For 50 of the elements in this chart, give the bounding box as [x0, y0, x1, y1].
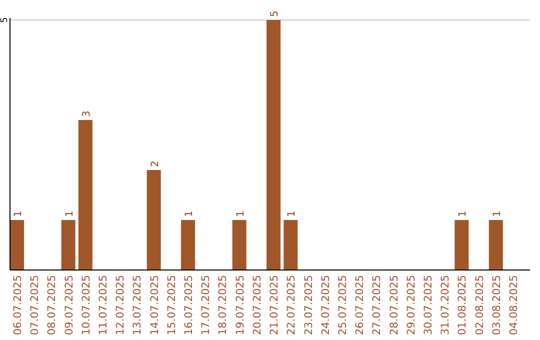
x-tick-label: 07.07.2025: [29, 275, 42, 336]
x-tick-label: 22.07.2025: [286, 275, 298, 336]
x-tick-label: 25.07.2025: [336, 275, 349, 336]
x-tick-label: 17.07.2025: [200, 275, 212, 336]
bar: [284, 220, 298, 270]
x-tick-label: 31.07.2025: [440, 275, 452, 336]
data-label: 1: [235, 210, 246, 217]
bar: [10, 220, 24, 270]
bar: [232, 220, 246, 270]
data-label: 1: [492, 210, 503, 217]
data-label: 2: [150, 160, 161, 167]
data-label: 5: [270, 10, 281, 17]
x-tick-label: 19.07.2025: [234, 275, 246, 336]
data-label: 1: [64, 210, 76, 217]
data-label: 1: [13, 210, 24, 217]
x-tick-label: 30.07.2025: [422, 275, 434, 336]
x-tick-label: 14.07.2025: [148, 275, 161, 336]
data-label: 1: [286, 210, 298, 217]
bar: [488, 220, 503, 270]
x-tick-label: 01.08.2025: [456, 275, 469, 336]
data-label: 3: [81, 110, 92, 117]
bar: [454, 220, 469, 270]
x-tick-label: 21.07.2025: [268, 275, 281, 336]
bar: [78, 120, 92, 270]
x-tick-label: 16.07.2025: [183, 275, 196, 336]
x-tick-label: 23.07.2025: [302, 275, 315, 336]
x-tick-label: 02.08.2025: [474, 275, 486, 336]
x-tick-label: 09.07.2025: [63, 275, 76, 336]
x-tick-label: 24.07.2025: [320, 275, 332, 336]
bar: [266, 20, 281, 270]
x-tick-label: 13.07.2025: [132, 275, 144, 336]
x-tick-label: 03.08.2025: [490, 275, 503, 336]
x-tick-label: 28.07.2025: [388, 275, 400, 336]
data-label: 1: [184, 210, 196, 217]
x-tick-label: 20.07.2025: [251, 275, 264, 336]
x-tick-label: 27.07.2025: [371, 275, 384, 336]
bar: [181, 220, 196, 270]
x-tick-label: 26.07.2025: [354, 275, 366, 336]
x-tick-label: 06.07.2025: [12, 275, 24, 336]
x-tick-label: 10.07.2025: [80, 275, 92, 336]
bar: [146, 170, 161, 270]
x-tick-label: 08.07.2025: [46, 275, 58, 336]
x-tick-label: 04.08.2025: [508, 275, 520, 336]
bar: [61, 220, 76, 270]
x-tick-label: 18.07.2025: [217, 275, 230, 336]
x-tick-label: 11.07.2025: [98, 275, 110, 336]
data-label: 1: [458, 210, 469, 217]
x-tick-label: 15.07.2025: [166, 275, 178, 336]
x-tick-label: 29.07.2025: [405, 275, 418, 336]
x-tick-label: 12.07.2025: [114, 275, 127, 336]
